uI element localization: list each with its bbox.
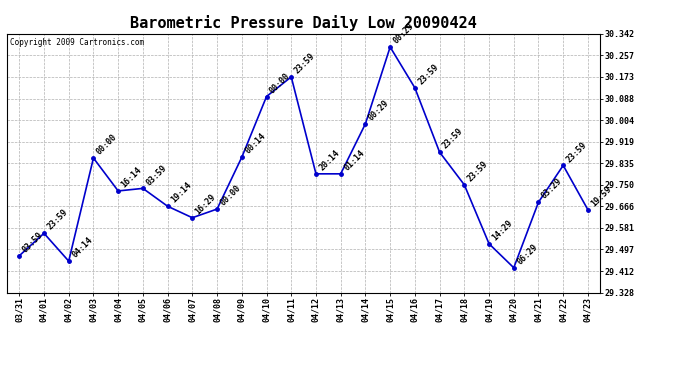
- Text: 03:29: 03:29: [540, 177, 564, 201]
- Text: 14:29: 14:29: [491, 218, 515, 242]
- Text: 00:00: 00:00: [219, 184, 242, 208]
- Title: Barometric Pressure Daily Low 20090424: Barometric Pressure Daily Low 20090424: [130, 15, 477, 31]
- Text: 03:59: 03:59: [144, 163, 168, 187]
- Text: 23:59: 23:59: [416, 62, 440, 87]
- Text: 03:59: 03:59: [21, 230, 45, 254]
- Text: 00:14: 00:14: [243, 132, 267, 156]
- Text: 00:29: 00:29: [391, 22, 415, 46]
- Text: 16:29: 16:29: [194, 192, 218, 216]
- Text: 23:59: 23:59: [564, 140, 589, 164]
- Text: Copyright 2009 Cartronics.com: Copyright 2009 Cartronics.com: [10, 38, 144, 46]
- Text: 01:14: 01:14: [342, 148, 366, 172]
- Text: 20:14: 20:14: [317, 148, 342, 172]
- Text: 00:29: 00:29: [367, 98, 391, 123]
- Text: 23:59: 23:59: [46, 208, 70, 232]
- Text: 19:14: 19:14: [169, 181, 193, 205]
- Text: 23:59: 23:59: [466, 159, 490, 183]
- Text: 00:00: 00:00: [268, 71, 292, 95]
- Text: 23:59: 23:59: [293, 51, 317, 75]
- Text: 16:14: 16:14: [119, 165, 144, 189]
- Text: 23:59: 23:59: [441, 127, 465, 151]
- Text: 06:29: 06:29: [515, 242, 539, 266]
- Text: 00:00: 00:00: [95, 133, 119, 157]
- Text: 19:59: 19:59: [589, 184, 613, 209]
- Text: 04:14: 04:14: [70, 236, 94, 260]
